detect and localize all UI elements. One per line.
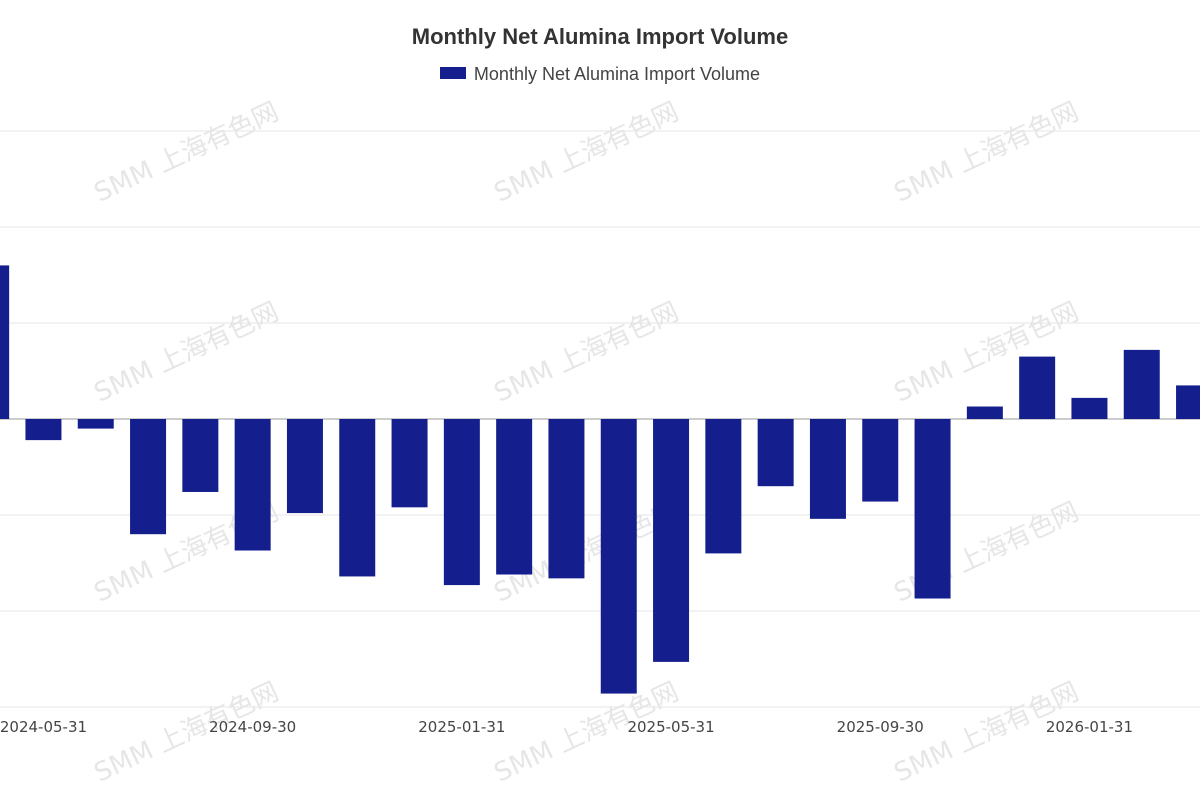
bar-2025-10-31[interactable] bbox=[914, 419, 951, 599]
bar-2026-02-28[interactable] bbox=[1123, 349, 1160, 419]
legend-label: Monthly Net Alumina Import Volume bbox=[473, 64, 761, 84]
legend[interactable]: Monthly Net Alumina Import Volume bbox=[0, 64, 1200, 85]
x-tick-label: 2024-09-30 bbox=[209, 718, 296, 736]
legend-swatch bbox=[439, 67, 466, 80]
bar-2025-08-31[interactable] bbox=[809, 419, 846, 519]
bar-2025-07-31[interactable] bbox=[757, 419, 794, 487]
bar-2025-01-31[interactable] bbox=[443, 419, 480, 586]
bar-2024-09-30[interactable] bbox=[234, 419, 271, 551]
bars bbox=[0, 265, 1200, 694]
bar-2026-03-31[interactable] bbox=[1176, 385, 1200, 419]
bar-2024-06-30[interactable] bbox=[77, 419, 114, 429]
bar-2024-04-30[interactable] bbox=[0, 265, 10, 419]
watermark-0-2: SMM 上海有色网 bbox=[890, 97, 1084, 209]
x-tick-label: 2025-09-30 bbox=[837, 718, 924, 736]
chart-title: Monthly Net Alumina Import Volume bbox=[411, 24, 789, 49]
bar-2024-05-31[interactable] bbox=[25, 419, 62, 441]
bar-2024-10-31[interactable] bbox=[286, 419, 323, 514]
bar-2025-06-30[interactable] bbox=[705, 419, 742, 554]
x-axis-ticks: 2024-05-31 2024-09-30 2025-01-31 2025-05-31… bbox=[0, 718, 1133, 736]
x-tick-label: 2025-01-31 bbox=[418, 718, 505, 736]
watermark-0-1: SMM 上海有色网 bbox=[490, 97, 684, 209]
bar-2026-01-31[interactable] bbox=[1071, 397, 1108, 419]
x-tick-label: 2025-05-31 bbox=[627, 718, 714, 736]
bar-2025-12-31[interactable] bbox=[1019, 356, 1056, 419]
watermark-1-0: SMM 上海有色网 bbox=[90, 297, 284, 409]
bar-2025-05-31[interactable] bbox=[653, 419, 690, 662]
bar-2024-11-30[interactable] bbox=[339, 419, 376, 577]
bar-2025-03-31[interactable] bbox=[548, 419, 585, 579]
bar-2025-04-30[interactable] bbox=[600, 419, 637, 694]
watermark-1-1: SMM 上海有色网 bbox=[490, 297, 684, 409]
bar-2025-09-30[interactable] bbox=[862, 419, 899, 502]
bar-2024-07-31[interactable] bbox=[130, 419, 167, 535]
bar-2024-08-31[interactable] bbox=[182, 419, 219, 492]
x-tick-label: 2024-05-31 bbox=[0, 718, 87, 736]
bar-2024-12-31[interactable] bbox=[391, 419, 428, 508]
bar-2025-11-30[interactable] bbox=[966, 406, 1003, 419]
bar-2025-02-28[interactable] bbox=[496, 419, 533, 575]
x-tick-label: 2026-01-31 bbox=[1046, 718, 1133, 736]
watermark-0-0: SMM 上海有色网 bbox=[90, 97, 284, 209]
